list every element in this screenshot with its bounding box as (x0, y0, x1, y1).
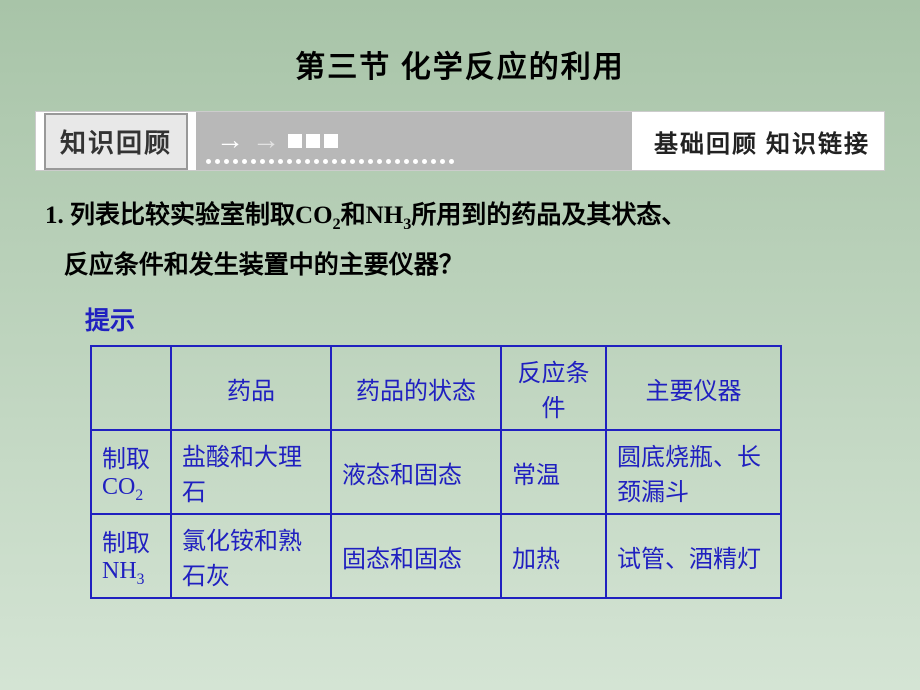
q-part: 实验 (170, 202, 220, 229)
table-header: 药品的状态 (331, 346, 501, 430)
table-cell: 液态和固态 (331, 430, 501, 514)
q-part: 室制取CO (220, 202, 333, 229)
table-cell: 氯化铵和熟石灰 (171, 514, 331, 598)
table-cell: 盐酸和大理石 (171, 430, 331, 514)
table-header-empty (91, 346, 171, 430)
table-header: 主要仪器 (606, 346, 781, 430)
table-cell: 圆底烧瓶、长颈漏斗 (606, 430, 781, 514)
slide-title: 第三节 化学反应的利用 (0, 0, 920, 111)
banner-decor: → → (196, 112, 632, 170)
table-cell: 常温 (501, 430, 606, 514)
table-header-row: 药品 药品的状态 反应条件 主要仪器 (91, 346, 781, 430)
review-banner: 知识回顾 → → 基础回顾 知识链接 (35, 111, 885, 171)
q-sub: 2 (333, 215, 341, 233)
q-part: 和NH (341, 202, 404, 229)
table-row: 制取NH3 氯化铵和熟石灰 固态和固态 加热 试管、酒精灯 (91, 514, 781, 598)
hint-label: 提示 (85, 301, 920, 337)
q-line2: 反应条件和发生装置中的主要仪器？ (64, 252, 464, 279)
q-part: 所用到的药品及其状态、 (411, 202, 686, 229)
question-number: 1. (45, 202, 64, 229)
arrow-icon: → (216, 125, 244, 157)
table-header: 药品 (171, 346, 331, 430)
arrow-icon: → (252, 125, 280, 157)
question-text: 1. 列表比较实验室制取CO2和NH3所用到的药品及其状态、 反应条件和发生装置… (45, 191, 860, 291)
banner-left-label: 知识回顾 (44, 113, 188, 170)
table-cell: 试管、酒精灯 (606, 514, 781, 598)
table-cell: 固态和固态 (331, 514, 501, 598)
comparison-table: 药品 药品的状态 反应条件 主要仪器 制取CO2 盐酸和大理石 液态和固态 常温… (90, 345, 782, 599)
table-row: 制取CO2 盐酸和大理石 液态和固态 常温 圆底烧瓶、长颈漏斗 (91, 430, 781, 514)
banner-right-label: 基础回顾 知识链接 (640, 124, 884, 159)
row-label: 制取NH3 (91, 514, 171, 598)
table-cell: 加热 (501, 514, 606, 598)
q-part: 列表比较 (70, 202, 170, 229)
row-label: 制取CO2 (91, 430, 171, 514)
table-header: 反应条件 (501, 346, 606, 430)
